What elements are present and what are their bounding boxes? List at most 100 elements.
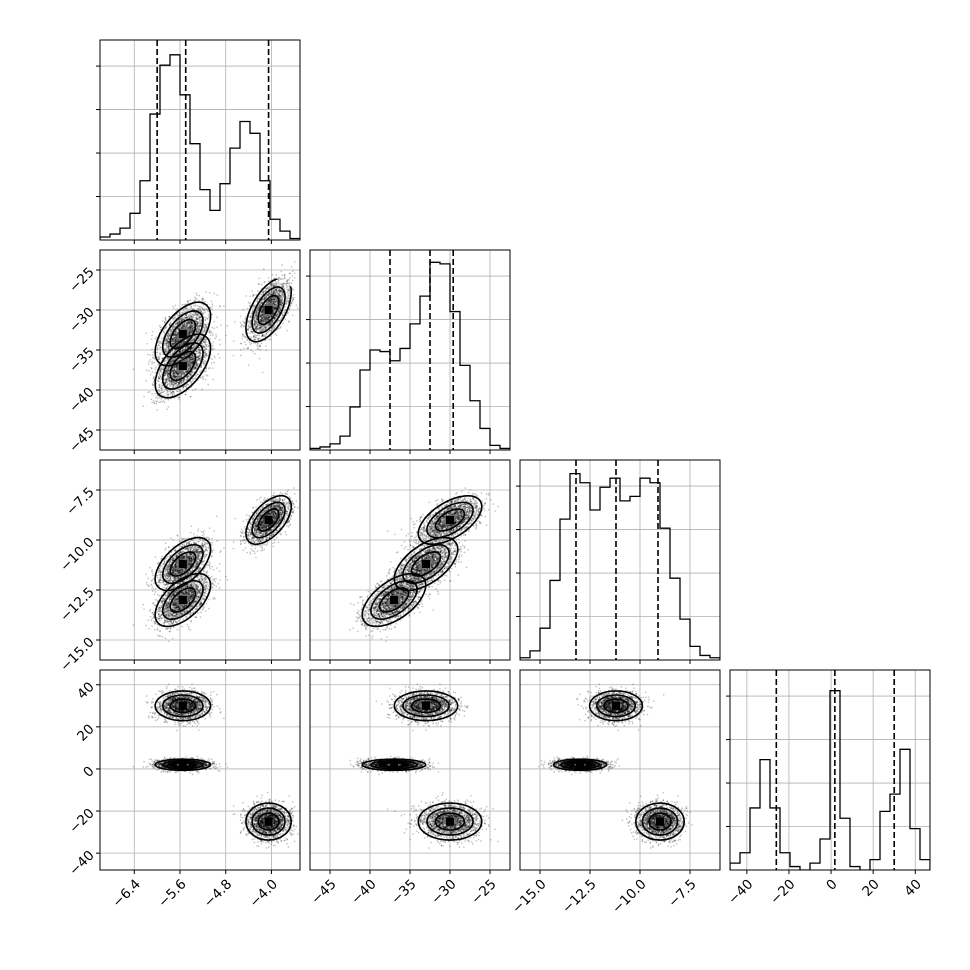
sample-point bbox=[172, 340, 175, 342]
sample-point bbox=[191, 374, 193, 377]
sample-point bbox=[165, 378, 168, 381]
sample-point bbox=[206, 304, 208, 306]
sample-point bbox=[182, 319, 184, 321]
sample-point bbox=[269, 323, 271, 325]
sample-point bbox=[177, 373, 179, 375]
sample-point bbox=[173, 351, 175, 354]
sample-point bbox=[196, 330, 198, 332]
sample-point bbox=[257, 306, 259, 308]
sample-point bbox=[168, 368, 171, 371]
sample-point bbox=[190, 358, 193, 361]
sample-point bbox=[172, 329, 174, 331]
sample-point bbox=[276, 290, 278, 292]
sample-point bbox=[189, 365, 192, 368]
sample-point bbox=[259, 321, 262, 323]
sample-point bbox=[173, 333, 175, 335]
sample-point bbox=[180, 376, 183, 378]
sample-point bbox=[178, 311, 180, 314]
sample-point bbox=[188, 331, 191, 333]
sample-point bbox=[191, 320, 193, 322]
sample-point bbox=[189, 321, 191, 323]
sample-point bbox=[279, 294, 281, 297]
sample-point bbox=[180, 352, 182, 354]
sample-point bbox=[156, 397, 159, 400]
sample-point bbox=[276, 302, 279, 304]
sample-point bbox=[180, 319, 182, 321]
sample-point bbox=[262, 309, 264, 311]
sample-point bbox=[175, 357, 177, 360]
sample-point bbox=[163, 390, 166, 393]
sample-point bbox=[200, 325, 203, 327]
sample-point bbox=[195, 359, 197, 361]
sample-point bbox=[277, 308, 280, 311]
sample-point bbox=[189, 348, 191, 351]
sample-point bbox=[199, 354, 201, 357]
sample-point bbox=[188, 338, 190, 340]
sample-point bbox=[192, 324, 194, 326]
sample-point bbox=[284, 275, 286, 278]
sample-point bbox=[157, 371, 160, 374]
sample-point bbox=[188, 356, 191, 358]
sample-point bbox=[184, 317, 187, 320]
sample-point bbox=[171, 392, 173, 394]
sample-point bbox=[250, 338, 252, 340]
sample-point bbox=[172, 343, 175, 345]
sample-point bbox=[284, 318, 287, 321]
sample-point bbox=[176, 346, 178, 348]
sample-point bbox=[174, 369, 176, 371]
sample-point bbox=[174, 375, 176, 377]
sample-point bbox=[168, 363, 171, 366]
sample-point bbox=[167, 344, 169, 347]
sample-point bbox=[179, 359, 181, 362]
sample-point bbox=[151, 361, 153, 363]
sample-point bbox=[288, 284, 290, 286]
sample-point bbox=[280, 305, 283, 307]
sample-point bbox=[146, 343, 148, 345]
sample-point bbox=[157, 390, 159, 392]
sample-point bbox=[287, 313, 289, 315]
sample-point bbox=[264, 298, 266, 301]
sample-point bbox=[179, 349, 181, 351]
sample-point bbox=[273, 318, 275, 320]
sample-point bbox=[195, 354, 197, 356]
sample-point bbox=[160, 392, 162, 394]
sample-point bbox=[177, 396, 179, 398]
sample-point bbox=[258, 328, 260, 330]
sample-point bbox=[190, 356, 192, 358]
sample-point bbox=[268, 324, 271, 326]
sample-point bbox=[279, 295, 281, 298]
sample-point bbox=[208, 342, 210, 344]
sample-point bbox=[188, 328, 191, 330]
sample-point bbox=[281, 285, 284, 287]
sample-point bbox=[280, 300, 282, 303]
sample-point bbox=[274, 294, 277, 296]
sample-point bbox=[258, 277, 260, 280]
sample-point bbox=[266, 287, 269, 289]
sample-point bbox=[263, 290, 266, 293]
sample-point bbox=[279, 303, 281, 305]
sample-point bbox=[161, 372, 164, 374]
sample-point bbox=[179, 379, 182, 382]
sample-point bbox=[267, 316, 269, 319]
sample-point bbox=[279, 301, 282, 304]
sample-point bbox=[184, 342, 186, 344]
sample-point bbox=[151, 383, 154, 385]
sample-point bbox=[191, 318, 194, 320]
sample-point bbox=[194, 350, 196, 352]
sample-point bbox=[166, 383, 168, 386]
sample-point bbox=[164, 334, 166, 336]
sample-point bbox=[258, 348, 260, 350]
sample-point bbox=[157, 364, 160, 366]
sample-point bbox=[187, 344, 189, 346]
sample-point bbox=[175, 372, 177, 375]
sample-point bbox=[276, 283, 278, 285]
sample-point bbox=[169, 348, 171, 351]
sample-point bbox=[261, 335, 264, 337]
sample-point bbox=[264, 335, 266, 337]
sample-point bbox=[281, 286, 284, 288]
sample-point bbox=[199, 352, 201, 354]
sample-point bbox=[213, 292, 215, 295]
sample-point bbox=[159, 369, 161, 371]
sample-point bbox=[172, 329, 175, 331]
sample-point bbox=[262, 306, 265, 308]
